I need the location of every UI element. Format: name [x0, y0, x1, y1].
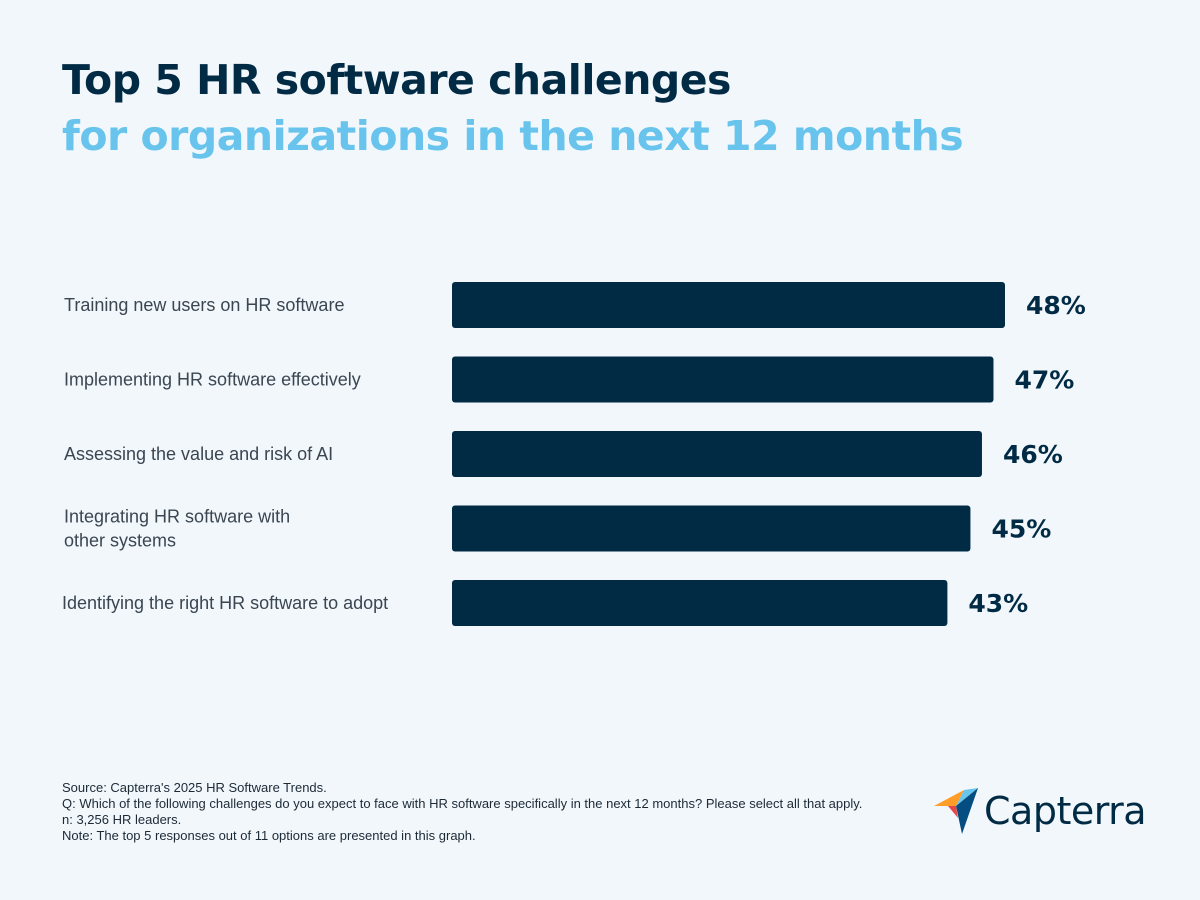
capterra-logo: Capterra: [934, 788, 1164, 838]
category-label-3: Assessing the value and risk of AI: [64, 444, 333, 464]
bar-value-label-2: 47%: [1014, 366, 1074, 395]
category-label-4: Integrating HR software with other system…: [64, 507, 290, 551]
chart-title-line-1: Top 5 HR software challenges: [62, 56, 731, 104]
footnote-note: Note: The top 5 responses out of 11 opti…: [62, 828, 476, 843]
footnote-sample: n: 3,256 HR leaders.: [62, 812, 182, 827]
bar-5: [452, 580, 948, 626]
footnote-question: Q: Which of the following challenges do …: [62, 796, 863, 811]
bar-value-label-3: 46%: [1003, 440, 1063, 469]
bar-value-label-4: 45%: [991, 515, 1051, 544]
category-label-5: Identifying the right HR software to ado…: [62, 593, 388, 613]
category-label-1: Training new users on HR software: [64, 295, 344, 315]
bar-value-label-1: 48%: [1026, 291, 1086, 320]
bar-3: [452, 431, 982, 477]
chart-title-line-2: for organizations in the next 12 months: [62, 112, 964, 160]
footnote-source: Source: Capterra's 2025 HR Software Tren…: [62, 780, 327, 795]
bar-2: [452, 356, 994, 403]
capterra-logo-text: Capterra: [984, 789, 1147, 833]
bar-value-label-5: 43%: [968, 589, 1028, 618]
chart-title: Top 5 HR software challenges for organiz…: [62, 52, 964, 164]
footnote: Source: Capterra's 2025 HR Software Tren…: [62, 780, 912, 844]
category-label-2: Implementing HR software effectively: [64, 370, 361, 390]
capterra-logo-icon: [934, 788, 978, 834]
bar-1: [452, 282, 1005, 328]
bar-4: [452, 505, 971, 552]
